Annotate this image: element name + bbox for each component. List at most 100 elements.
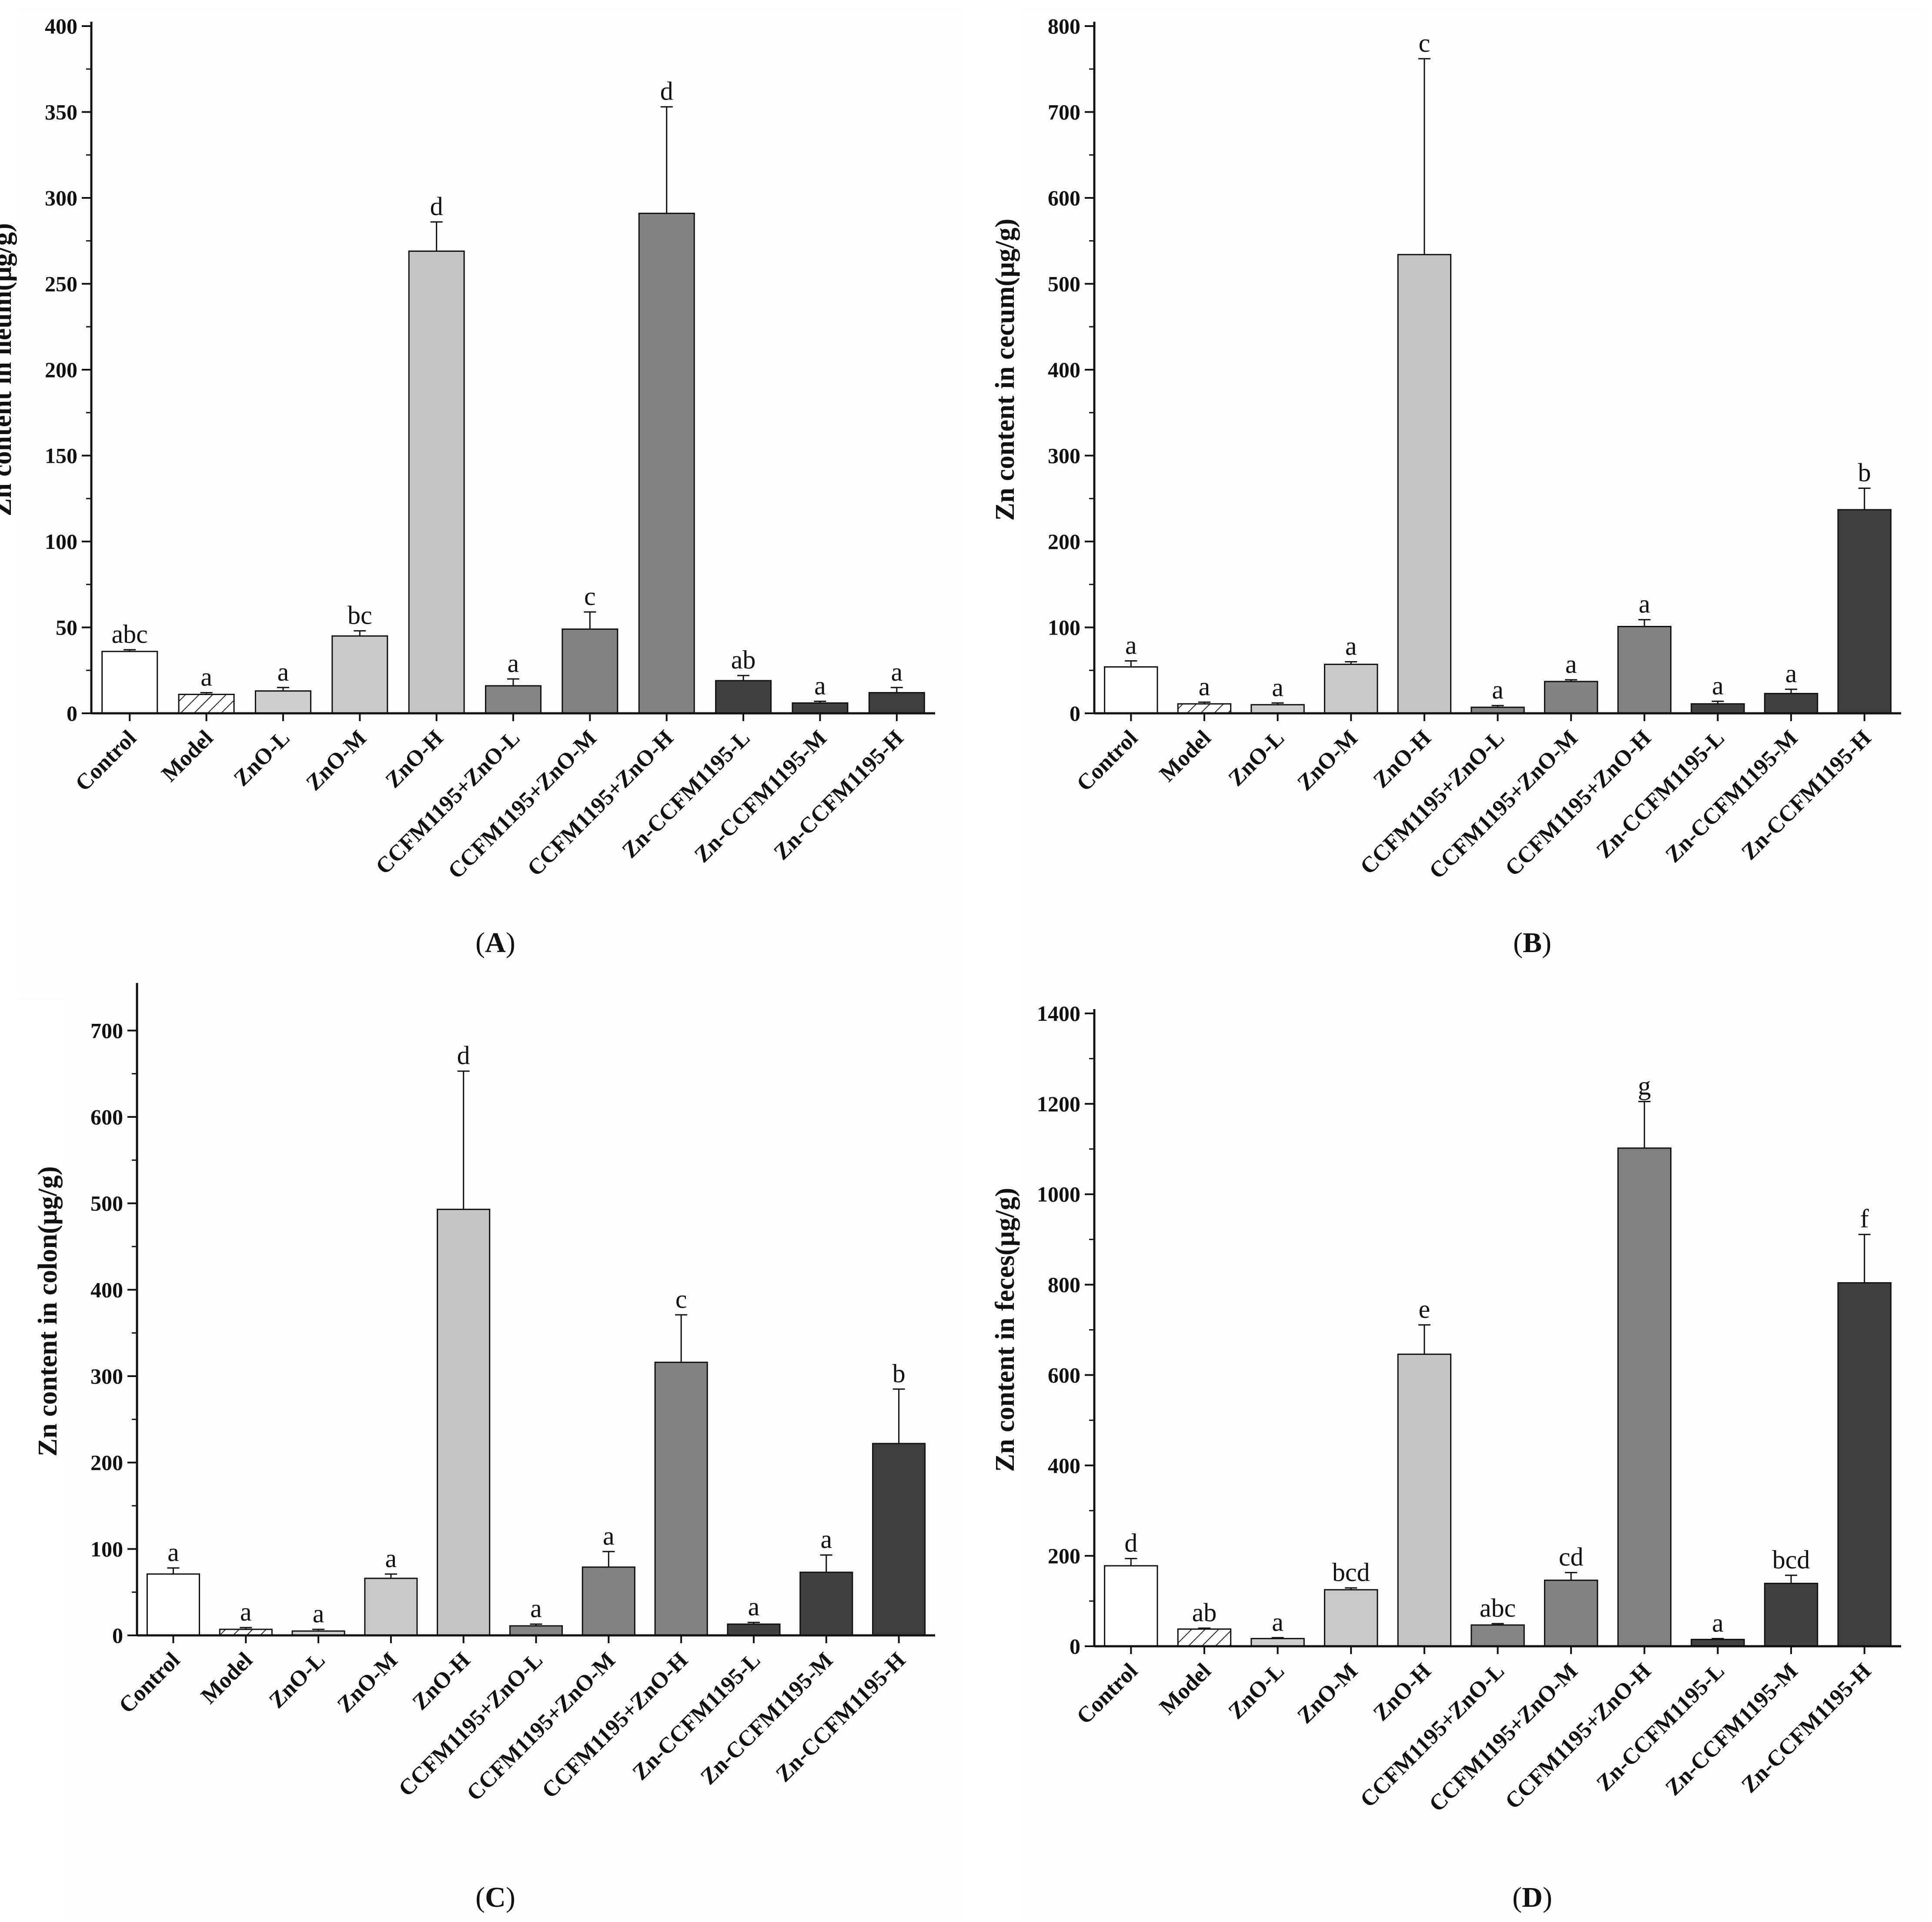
error-bar-zn-ccfm1195-m (820, 1554, 832, 1572)
significance-letter: a (814, 671, 826, 700)
bar-zn-ccfm1195-h (1837, 1282, 1892, 1647)
significance-letter: a (508, 649, 519, 678)
chart-feces: d ab a bcd e abc cd g a bcd f 0 200 400 600 800 1000 1200… (990, 996, 1927, 1922)
error-bar-zn-ccfm1195-l (747, 1621, 760, 1625)
y-tick-label: 350 (45, 100, 77, 124)
significance-letter: b (892, 1359, 906, 1388)
significance-letter: bcd (1332, 1558, 1370, 1587)
significance-letter: f (1860, 1204, 1869, 1233)
significance-letter: a (1272, 673, 1284, 702)
error-bar-ccfm1195-zno-h (660, 106, 673, 214)
y-tick-label: 400 (1048, 358, 1080, 382)
y-axis-label: Zn content in cecum(μg/g) (990, 219, 1020, 521)
y-tick-label: 500 (1048, 272, 1080, 296)
significance-letter: a (530, 1594, 542, 1623)
y-tick-label: 0 (1070, 701, 1080, 725)
panel-b: a a a a c a a a a a b 0 100 200 300 400 500 600 700 800 Cont… (966, 0, 1932, 1000)
bar-zn-ccfm1195-l (727, 1623, 781, 1636)
panel-label-d: (D) (1512, 1882, 1552, 1913)
plot-background (17, 9, 961, 1000)
y-tick-label: 300 (45, 186, 77, 210)
y-tick-label: 600 (90, 1105, 123, 1129)
y-tick-label: 400 (90, 1277, 123, 1302)
error-bar-zno-m (1345, 1587, 1357, 1590)
significance-letter: a (1492, 675, 1504, 704)
error-bar-zno-l (312, 1628, 325, 1631)
bar-zno-h (1397, 1354, 1452, 1647)
bar-zn-ccfm1195-m (799, 1571, 853, 1636)
bar-zn-ccfm1195-h (872, 1443, 926, 1636)
bar-zn-ccfm1195-m (792, 702, 849, 714)
y-tick-label: 700 (90, 1018, 123, 1043)
bar-zno-l (1250, 1638, 1305, 1647)
chart-colon: aa aadaacaab0100200300400500600700Control… (33, 970, 961, 1922)
error-bar-zn-ccfm1195-l (1711, 1638, 1724, 1640)
significance-letter: abc (112, 620, 148, 648)
bar-ccfm1195-zno-l (485, 685, 541, 714)
error-bar-zno-h (1418, 58, 1431, 255)
y-axis-label: Zn content in colon(μg/g) (33, 1166, 63, 1456)
bar-control (146, 1573, 200, 1636)
y-tick-label: 400 (45, 14, 77, 38)
bar-zn-ccfm1195-l (715, 680, 772, 714)
y-tick-label: 50 (56, 615, 77, 640)
error-bar-ccfm1195-zno-l (507, 678, 519, 686)
error-bar-control (1125, 660, 1137, 667)
y-tick-label: 100 (45, 529, 77, 554)
y-tick-label: 1400 (1037, 1001, 1080, 1026)
panel-a: abc a a bc d a c d ab a a 0 50 100 150 200 250 300 350 400 C… (0, 0, 966, 1000)
significance-letter: d (457, 1041, 470, 1070)
bar-ccfm1195-zno-l (509, 1625, 563, 1636)
y-tick-label: 700 (1048, 100, 1080, 124)
bar-zno-l (254, 690, 311, 714)
error-bar-zn-ccfm1195-m (1785, 1574, 1798, 1584)
error-bar-zno-h (457, 1070, 470, 1210)
error-bar-ccfm1195-zno-h (1638, 1101, 1651, 1148)
y-tick-label: 200 (1048, 529, 1080, 554)
y-tick-label: 400 (1048, 1453, 1080, 1477)
significance-letter: cd (1559, 1543, 1584, 1571)
significance-letter: g (1638, 1072, 1651, 1100)
error-bar-control (124, 649, 136, 652)
y-tick-label: 0 (1070, 1634, 1080, 1658)
bar-ccfm1195-zno-m (1544, 681, 1598, 714)
error-bar-model (1198, 1627, 1210, 1629)
y-tick-label: 150 (45, 444, 77, 468)
significance-letter: d (1124, 1528, 1137, 1557)
bar-zno-h (1397, 254, 1452, 714)
error-bar-ccfm1195-zno-l (1491, 705, 1504, 708)
panel-label-b: (B) (1513, 927, 1551, 959)
significance-letter: e (1419, 1295, 1431, 1324)
bar-ccfm1195-zno-m (562, 628, 618, 714)
error-bar-zno-m (354, 630, 366, 636)
y-axis-label: Zn content in feces(μg/g) (990, 1188, 1020, 1472)
y-tick-label: 300 (1048, 444, 1080, 468)
bar-zn-ccfm1195-m (1764, 693, 1818, 714)
error-bar-ccfm1195-zno-l (1491, 1623, 1504, 1625)
bar-model (178, 694, 235, 714)
error-bar-model (200, 692, 213, 695)
bar-zno-h (408, 250, 465, 714)
bar-zn-ccfm1195-m (1764, 1583, 1818, 1647)
bar-zno-m (1324, 1589, 1378, 1647)
y-tick-label: 800 (1048, 1273, 1080, 1297)
bar-zno-h (437, 1209, 491, 1636)
error-bar-model (240, 1627, 252, 1630)
y-tick-label: 250 (45, 272, 77, 296)
error-bar-control (1125, 1558, 1137, 1566)
bar-ccfm1195-zno-h (1617, 626, 1671, 714)
error-bar-ccfm1195-zno-m (1565, 1572, 1578, 1581)
significance-letter: a (277, 658, 289, 686)
chart-marks: d ab a bcd e abc cd g a bcd f (1104, 1072, 1892, 1647)
y-tick-label: 0 (67, 701, 77, 725)
significance-letter: a (1712, 1608, 1724, 1637)
error-bar-ccfm1195-zno-m (602, 1551, 615, 1568)
y-tick-label: 600 (1048, 1363, 1080, 1387)
y-tick-label: 300 (90, 1364, 123, 1388)
y-tick-label: 800 (1048, 14, 1080, 38)
significance-letter: c (584, 582, 596, 611)
error-bar-zn-ccfm1195-m (814, 700, 826, 703)
panel-d: d ab a bcd e abc cd g a bcd f 0 200 400 600 800 1000 1200… (966, 961, 1932, 1922)
y-tick-label: 1000 (1037, 1182, 1080, 1207)
